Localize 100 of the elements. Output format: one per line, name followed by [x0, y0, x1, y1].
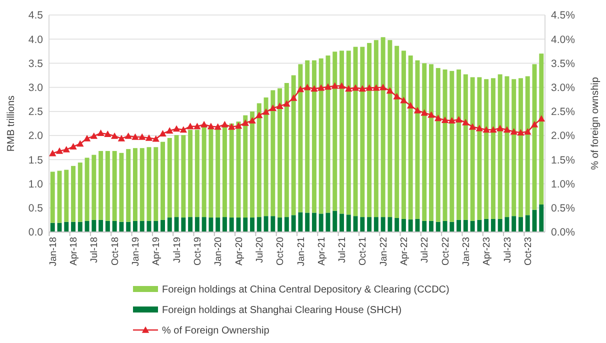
bar	[367, 42, 372, 218]
bar	[84, 158, 90, 221]
y2-axis-title: % of foreign ownship	[590, 76, 601, 170]
bar	[167, 218, 172, 232]
bar	[470, 220, 475, 232]
bar	[326, 56, 330, 213]
bar	[450, 222, 454, 232]
x-tick-label: Apr-19	[151, 237, 162, 266]
bar	[50, 222, 55, 232]
y2-tick-label: 4.5%	[551, 10, 575, 22]
bar	[353, 46, 358, 216]
y-tick-label: 0.0	[28, 226, 44, 239]
bar	[388, 217, 392, 232]
bar	[374, 217, 378, 232]
bar	[422, 220, 427, 232]
bar	[112, 220, 117, 232]
bar	[318, 58, 324, 214]
bar	[194, 217, 200, 232]
bar	[490, 78, 496, 219]
bar	[132, 148, 138, 221]
bar	[154, 147, 158, 221]
bar	[498, 218, 502, 232]
bar	[367, 217, 372, 232]
x-tick-label: Oct-22	[440, 237, 452, 266]
y2-tick-label: 3.0%	[551, 82, 575, 94]
bar	[470, 77, 475, 221]
bar	[284, 82, 289, 218]
bar	[490, 218, 496, 232]
bar	[340, 50, 344, 214]
legend-label: % of Foreign Ownership	[162, 326, 270, 336]
bar	[119, 222, 124, 232]
bar	[360, 46, 365, 218]
bar	[264, 97, 268, 216]
bar	[132, 220, 138, 232]
bar	[250, 111, 254, 218]
bar	[250, 218, 254, 232]
bar	[216, 218, 220, 232]
bar	[256, 103, 262, 218]
bar	[380, 217, 386, 232]
bar	[401, 218, 406, 232]
bar	[401, 50, 406, 219]
y2-tick-label: 3.5%	[551, 58, 575, 70]
bar	[498, 74, 502, 219]
bar	[188, 217, 193, 232]
bar	[346, 214, 351, 232]
bar	[167, 138, 172, 218]
bar	[305, 60, 310, 213]
bar	[326, 212, 330, 232]
bar	[154, 220, 158, 232]
legend-label: Foreign holdings at China Central Depository & Clearing (CCDC)	[162, 284, 450, 296]
bar	[264, 216, 268, 232]
bar	[98, 150, 104, 220]
bar	[236, 122, 241, 218]
bar	[456, 220, 462, 232]
bar	[512, 79, 516, 216]
x-tick-label: Oct-19	[192, 237, 204, 266]
bar	[346, 50, 351, 215]
y-tick-label: 4.5	[28, 10, 44, 22]
bar	[518, 78, 523, 218]
bar	[504, 76, 510, 218]
x-tick-label: Jul-22	[420, 237, 431, 263]
bar	[160, 142, 165, 220]
bar	[436, 68, 440, 222]
bar	[278, 218, 282, 232]
bar	[92, 154, 96, 220]
bar	[64, 170, 69, 222]
x-tick-label: Jul-19	[172, 237, 183, 263]
x-tick-label: Jan-21	[296, 237, 307, 266]
bar	[484, 79, 489, 219]
bar	[429, 220, 434, 232]
bar	[353, 216, 358, 232]
bar	[181, 218, 186, 232]
y-tick-label: 1.5	[28, 154, 44, 166]
bar	[340, 214, 344, 232]
bar	[105, 220, 110, 232]
bar	[484, 218, 489, 232]
y-tick-label: 1.0	[28, 178, 44, 190]
bar	[463, 220, 468, 232]
x-tick-label: Jul-20	[254, 237, 266, 263]
y-tick-label: 3.5	[28, 58, 44, 70]
bar	[436, 222, 440, 232]
bar	[504, 217, 510, 232]
bar	[256, 217, 262, 232]
y-tick-label: 2.0	[28, 130, 44, 142]
bar	[174, 217, 179, 232]
bar	[539, 204, 544, 232]
bar	[64, 222, 69, 232]
bar	[126, 222, 131, 232]
bar	[408, 56, 413, 220]
bar	[518, 217, 523, 232]
bar	[450, 70, 454, 222]
bar	[298, 212, 303, 232]
bar	[291, 75, 296, 216]
bar	[394, 46, 400, 218]
bar	[305, 212, 310, 232]
y-tick-label: 2.5	[28, 106, 44, 118]
bar	[477, 77, 482, 220]
bar	[477, 220, 482, 232]
bar	[243, 115, 248, 218]
bar	[332, 210, 338, 232]
